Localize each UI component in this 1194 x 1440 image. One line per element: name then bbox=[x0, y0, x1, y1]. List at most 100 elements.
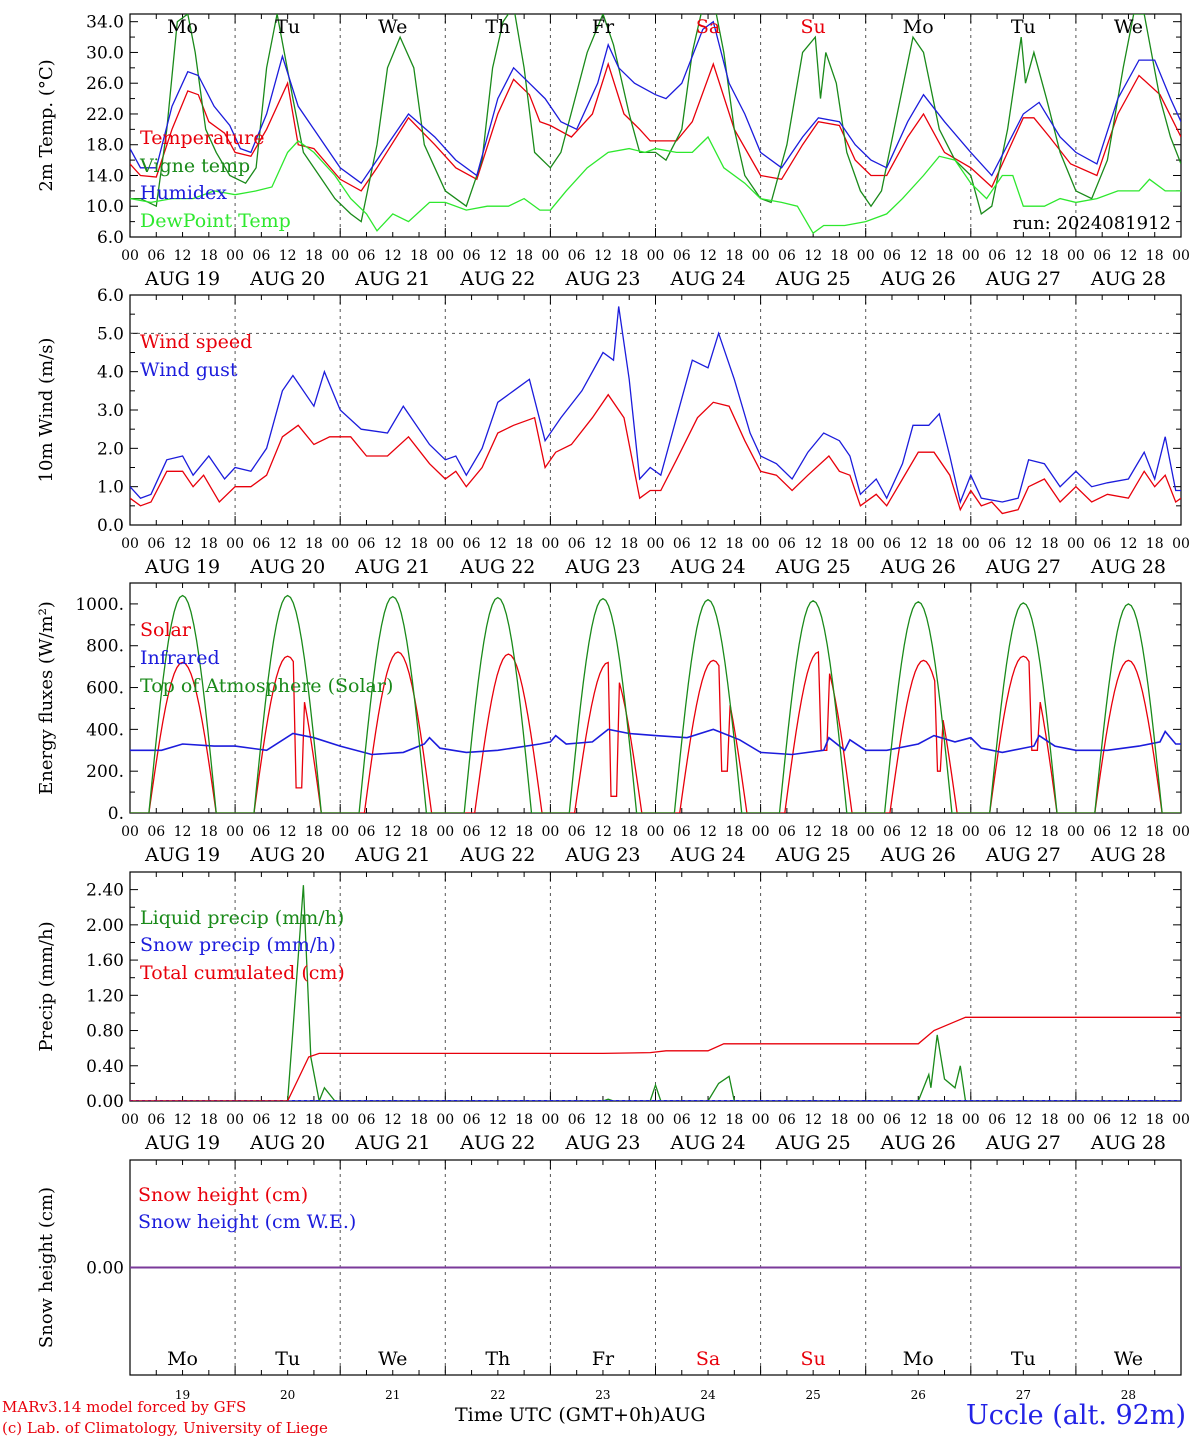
x-hour-label: 12 bbox=[909, 824, 927, 840]
x-date-label: AUG 21 bbox=[354, 268, 430, 290]
x-hour-label: 00 bbox=[962, 536, 980, 552]
station-name: Uccle (alt. 92m) bbox=[966, 1400, 1186, 1431]
y-tick-label: 5.0 bbox=[97, 324, 124, 344]
x-hour-label: 18 bbox=[620, 536, 638, 552]
x-hour-label: 00 bbox=[752, 536, 770, 552]
x-hour-label: 00 bbox=[1172, 1112, 1190, 1128]
series-line-top-of-atmosphere-solar- bbox=[130, 594, 1181, 813]
x-date-label: AUG 19 bbox=[144, 844, 220, 866]
x-hour-label: 00 bbox=[647, 248, 665, 264]
x-date-label: AUG 27 bbox=[985, 268, 1061, 290]
y-tick-label: 6.0 bbox=[97, 228, 124, 248]
legend-entry: Infrared bbox=[140, 647, 220, 669]
panel-energy bbox=[129, 582, 1182, 814]
legend-entry: Vigne temp bbox=[139, 155, 250, 177]
y-tick-label: 4.0 bbox=[97, 363, 124, 383]
x-hour-label: 06 bbox=[568, 824, 586, 840]
y-tick-label: 600. bbox=[86, 679, 124, 699]
x-date-label: AUG 25 bbox=[775, 268, 851, 290]
day-number: 27 bbox=[1016, 1388, 1031, 1402]
x-hour-label: 06 bbox=[463, 1112, 481, 1128]
y-axis-label: Precip (mm/h) bbox=[36, 921, 57, 1051]
y-tick-label: 0. bbox=[108, 804, 124, 824]
y-tick-label: 18.0 bbox=[86, 136, 124, 156]
series-line-liquid-precip-mm-h- bbox=[130, 885, 1181, 1101]
x-hour-label: 12 bbox=[1014, 248, 1032, 264]
x-hour-label: 12 bbox=[909, 536, 927, 552]
x-hour-label: 18 bbox=[305, 536, 323, 552]
day-number: 26 bbox=[911, 1388, 926, 1402]
legend-entry: Snow precip (mm/h) bbox=[140, 934, 336, 956]
x-hour-label: 00 bbox=[1067, 536, 1085, 552]
x-hour-label: 06 bbox=[463, 824, 481, 840]
day-name: We bbox=[378, 16, 407, 38]
x-date-label: AUG 24 bbox=[669, 844, 745, 866]
x-hour-label: 18 bbox=[936, 536, 954, 552]
y-axis-label: 2m Temp. (°C) bbox=[36, 59, 57, 191]
day-number: 20 bbox=[280, 1388, 295, 1402]
x-hour-label: 06 bbox=[252, 824, 270, 840]
x-hour-label: 18 bbox=[831, 248, 849, 264]
x-date-label: AUG 19 bbox=[144, 556, 220, 578]
y-axis-label: Energy fluxes (W/m²) bbox=[36, 601, 57, 795]
x-date-label: AUG 27 bbox=[985, 1132, 1061, 1154]
series-line-total-cumulated-cm- bbox=[130, 1016, 1181, 1101]
x-hour-label: 06 bbox=[568, 1112, 586, 1128]
x-hour-label: 06 bbox=[1093, 824, 1111, 840]
x-hour-label: 18 bbox=[1041, 1112, 1059, 1128]
x-hour-label: 00 bbox=[857, 824, 875, 840]
day-name: Mo bbox=[167, 1348, 198, 1370]
x-hour-label: 12 bbox=[489, 1112, 507, 1128]
x-hour-label: 00 bbox=[1172, 248, 1190, 264]
x-date-label: AUG 23 bbox=[564, 1132, 640, 1154]
y-tick-label: 2.40 bbox=[86, 881, 124, 901]
x-hour-label: 00 bbox=[1172, 824, 1190, 840]
x-hour-label: 18 bbox=[725, 1112, 743, 1128]
x-hour-label: 00 bbox=[226, 248, 244, 264]
x-hour-label: 06 bbox=[1093, 536, 1111, 552]
x-hour-label: 18 bbox=[1146, 248, 1164, 264]
x-hour-label: 18 bbox=[725, 248, 743, 264]
x-hour-label: 06 bbox=[147, 1112, 165, 1128]
series-line-solar bbox=[130, 650, 1181, 813]
x-hour-label: 06 bbox=[988, 824, 1006, 840]
y-tick-label: 1.60 bbox=[86, 951, 124, 971]
x-hour-label: 06 bbox=[358, 1112, 376, 1128]
x-axis-month: AUG bbox=[660, 1404, 706, 1426]
x-hour-label: 12 bbox=[384, 824, 402, 840]
day-number: 22 bbox=[490, 1388, 505, 1402]
x-hour-label: 00 bbox=[1067, 248, 1085, 264]
x-axis-title: Time UTC (GMT+0h)AUG bbox=[455, 1404, 706, 1426]
panel-wind bbox=[129, 294, 1182, 526]
x-hour-label: 12 bbox=[909, 248, 927, 264]
panel-snow bbox=[129, 1159, 1182, 1376]
x-hour-label: 00 bbox=[331, 1112, 349, 1128]
x-hour-label: 06 bbox=[358, 824, 376, 840]
x-hour-label: 00 bbox=[1067, 1112, 1085, 1128]
x-hour-label: 06 bbox=[147, 536, 165, 552]
y-tick-label: 6.0 bbox=[97, 286, 124, 306]
x-date-label: AUG 22 bbox=[459, 1132, 535, 1154]
x-hour-label: 00 bbox=[436, 1112, 454, 1128]
x-hour-label: 18 bbox=[410, 1112, 428, 1128]
x-hour-label: 12 bbox=[804, 1112, 822, 1128]
x-hour-label: 12 bbox=[279, 248, 297, 264]
x-date-label: AUG 28 bbox=[1090, 556, 1166, 578]
x-hour-label: 12 bbox=[804, 536, 822, 552]
x-date-label: AUG 22 bbox=[459, 556, 535, 578]
y-tick-label: 34.0 bbox=[86, 13, 124, 33]
x-hour-label: 00 bbox=[121, 536, 139, 552]
legend-entry: Solar bbox=[140, 619, 192, 641]
x-hour-label: 00 bbox=[647, 824, 665, 840]
x-hour-label: 00 bbox=[121, 824, 139, 840]
x-hour-label: 12 bbox=[489, 824, 507, 840]
x-hour-label: 12 bbox=[384, 536, 402, 552]
series-line-dewpoint-temp bbox=[130, 135, 1181, 235]
x-hour-label: 06 bbox=[1093, 248, 1111, 264]
x-hour-label: 06 bbox=[1093, 1112, 1111, 1128]
y-tick-label: 30.0 bbox=[86, 43, 124, 63]
x-hour-label: 00 bbox=[226, 536, 244, 552]
y-tick-label: 1000. bbox=[75, 595, 124, 615]
x-hour-label: 00 bbox=[541, 248, 559, 264]
x-hour-label: 00 bbox=[121, 248, 139, 264]
